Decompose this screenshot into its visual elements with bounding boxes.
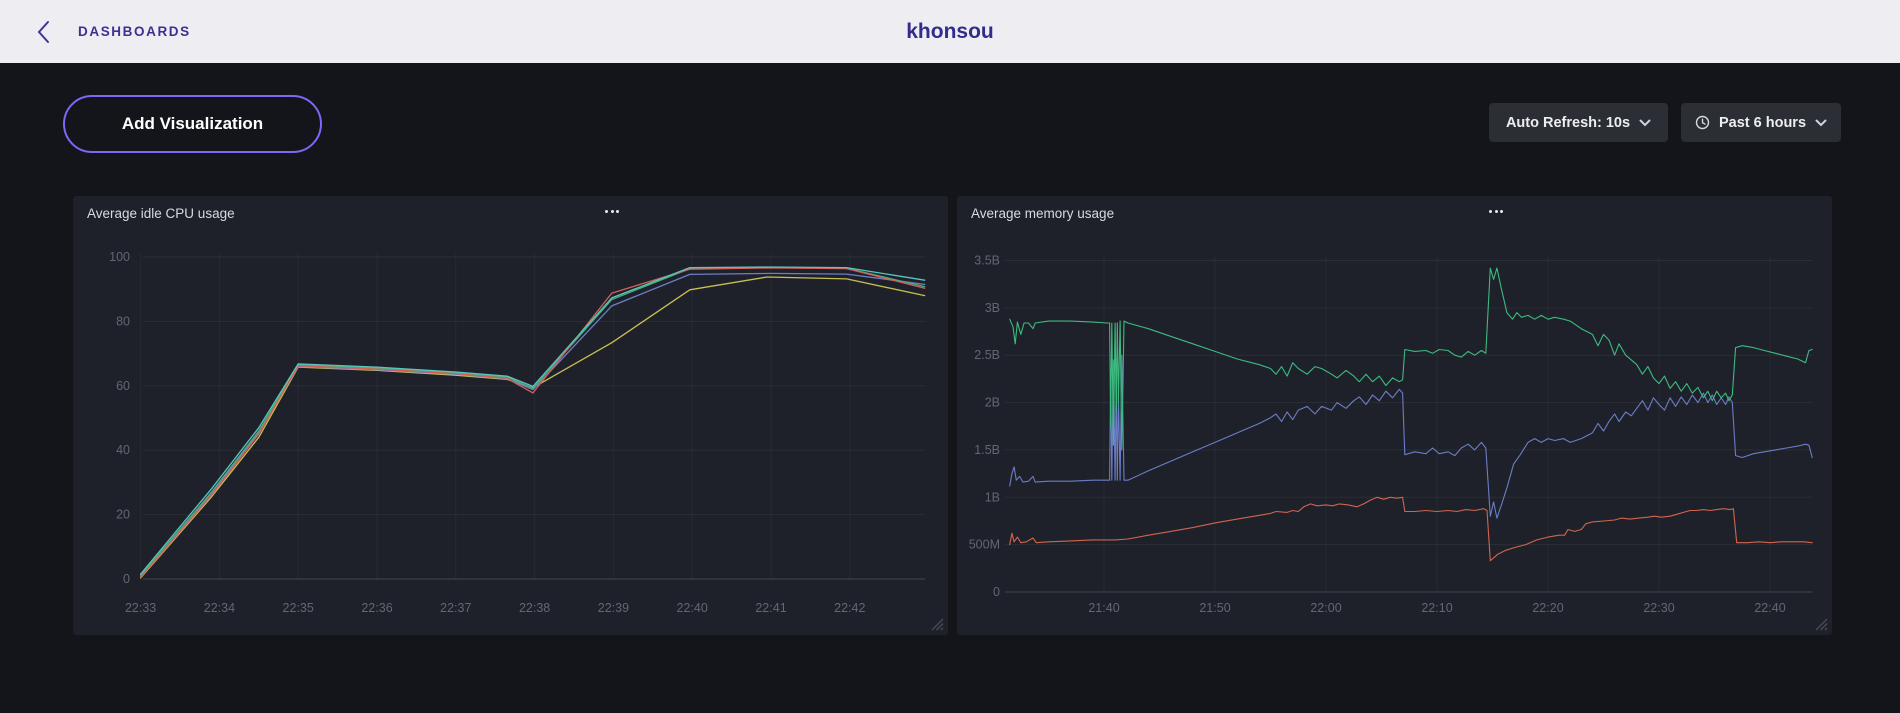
chevron-left-icon [36,20,51,44]
svg-text:22:35: 22:35 [283,601,314,615]
memory-usage-chart[interactable]: 21:40 21:50 22:00 22:10 22:20 22:30 22:40 0 500M… [957,196,1832,635]
ellipsis-icon [605,209,619,213]
svg-text:22:40: 22:40 [677,601,708,615]
svg-text:0: 0 [993,585,1000,599]
svg-text:60: 60 [116,379,130,393]
time-range-label: Past 6 hours [1718,114,1807,131]
chevron-down-icon [1815,119,1827,127]
svg-text:500M: 500M [969,538,1000,552]
panel-menu-button[interactable] [592,198,632,224]
panel-memory-usage: 21:40 21:50 22:00 22:10 22:20 22:30 22:40 0 500M… [957,196,1832,635]
svg-text:2B: 2B [985,396,1000,410]
resize-grip-icon[interactable] [929,616,945,632]
ellipsis-icon [1489,209,1503,213]
svg-text:1.5B: 1.5B [974,443,1000,457]
panel-title: Average idle CPU usage [87,206,235,221]
panel-menu-button[interactable] [1476,198,1516,224]
svg-text:2.5B: 2.5B [974,348,1000,362]
resize-grip-icon[interactable] [1813,616,1829,632]
svg-text:22:38: 22:38 [519,601,550,615]
svg-text:40: 40 [116,443,130,457]
svg-text:22:41: 22:41 [755,601,786,615]
svg-text:22:37: 22:37 [440,601,471,615]
svg-text:22:20: 22:20 [1532,601,1563,615]
svg-text:22:39: 22:39 [598,601,629,615]
clock-icon [1695,115,1710,130]
back-button[interactable] [26,0,60,63]
svg-text:22:33: 22:33 [125,601,156,615]
svg-text:22:34: 22:34 [204,601,235,615]
svg-text:100: 100 [109,250,130,264]
time-range-dropdown[interactable]: Past 6 hours [1681,103,1841,142]
svg-text:22:42: 22:42 [834,601,865,615]
chevron-down-icon [1639,119,1651,127]
svg-text:80: 80 [116,314,130,328]
svg-text:22:00: 22:00 [1310,601,1341,615]
svg-text:22:10: 22:10 [1421,601,1452,615]
panel-cpu-usage: 22:33 22:34 22:35 22:36 22:37 22:38 22:39 22:40… [73,196,948,635]
svg-text:21:40: 21:40 [1088,601,1119,615]
cpu-usage-chart[interactable]: 22:33 22:34 22:35 22:36 22:37 22:38 22:39 22:40… [73,196,948,635]
svg-text:22:30: 22:30 [1643,601,1674,615]
svg-text:0: 0 [123,572,130,586]
svg-text:20: 20 [116,508,130,522]
page-title: khonsou [906,19,994,43]
panel-title: Average memory usage [971,206,1115,221]
svg-text:21:50: 21:50 [1199,601,1230,615]
svg-text:1B: 1B [985,490,1000,504]
svg-text:3B: 3B [985,301,1000,315]
svg-text:3.5B: 3.5B [974,254,1000,268]
breadcrumb[interactable]: DASHBOARDS [78,24,191,39]
auto-refresh-label: Auto Refresh: 10s [1505,114,1631,131]
svg-text:22:36: 22:36 [361,601,392,615]
svg-text:22:40: 22:40 [1754,601,1785,615]
app-header: DASHBOARDS khonsou [0,0,1900,63]
add-visualization-button[interactable]: Add Visualization [63,95,322,153]
auto-refresh-dropdown[interactable]: Auto Refresh: 10s [1489,103,1668,142]
